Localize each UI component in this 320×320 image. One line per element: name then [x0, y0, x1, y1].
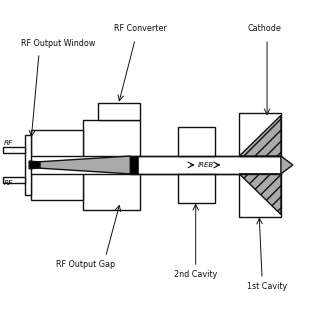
Bar: [83, 120, 140, 156]
Text: 1st Cavity: 1st Cavity: [247, 282, 287, 291]
Polygon shape: [36, 156, 130, 174]
Text: 2nd Cavity: 2nd Cavity: [174, 270, 217, 279]
Text: IREB: IREB: [197, 162, 214, 168]
Bar: [98, 102, 140, 120]
Bar: [178, 174, 214, 203]
Bar: [31, 130, 83, 156]
Bar: [4, 177, 25, 183]
Polygon shape: [29, 161, 40, 169]
Bar: [4, 147, 25, 153]
Bar: [25, 135, 31, 195]
Bar: [239, 174, 281, 217]
Polygon shape: [239, 174, 281, 214]
Text: RF: RF: [4, 140, 13, 146]
Text: RF Output Window: RF Output Window: [21, 39, 96, 48]
Bar: [130, 156, 138, 174]
Text: RF Converter: RF Converter: [114, 24, 166, 33]
Text: RF Output Gap: RF Output Gap: [56, 260, 115, 269]
Text: RF: RF: [4, 180, 13, 186]
Bar: [178, 127, 214, 156]
Text: Cathode: Cathode: [247, 24, 281, 33]
Polygon shape: [281, 156, 293, 174]
Bar: [31, 174, 83, 200]
Bar: [83, 174, 140, 210]
Polygon shape: [239, 116, 281, 156]
Bar: [130, 156, 281, 174]
Bar: [239, 113, 281, 156]
